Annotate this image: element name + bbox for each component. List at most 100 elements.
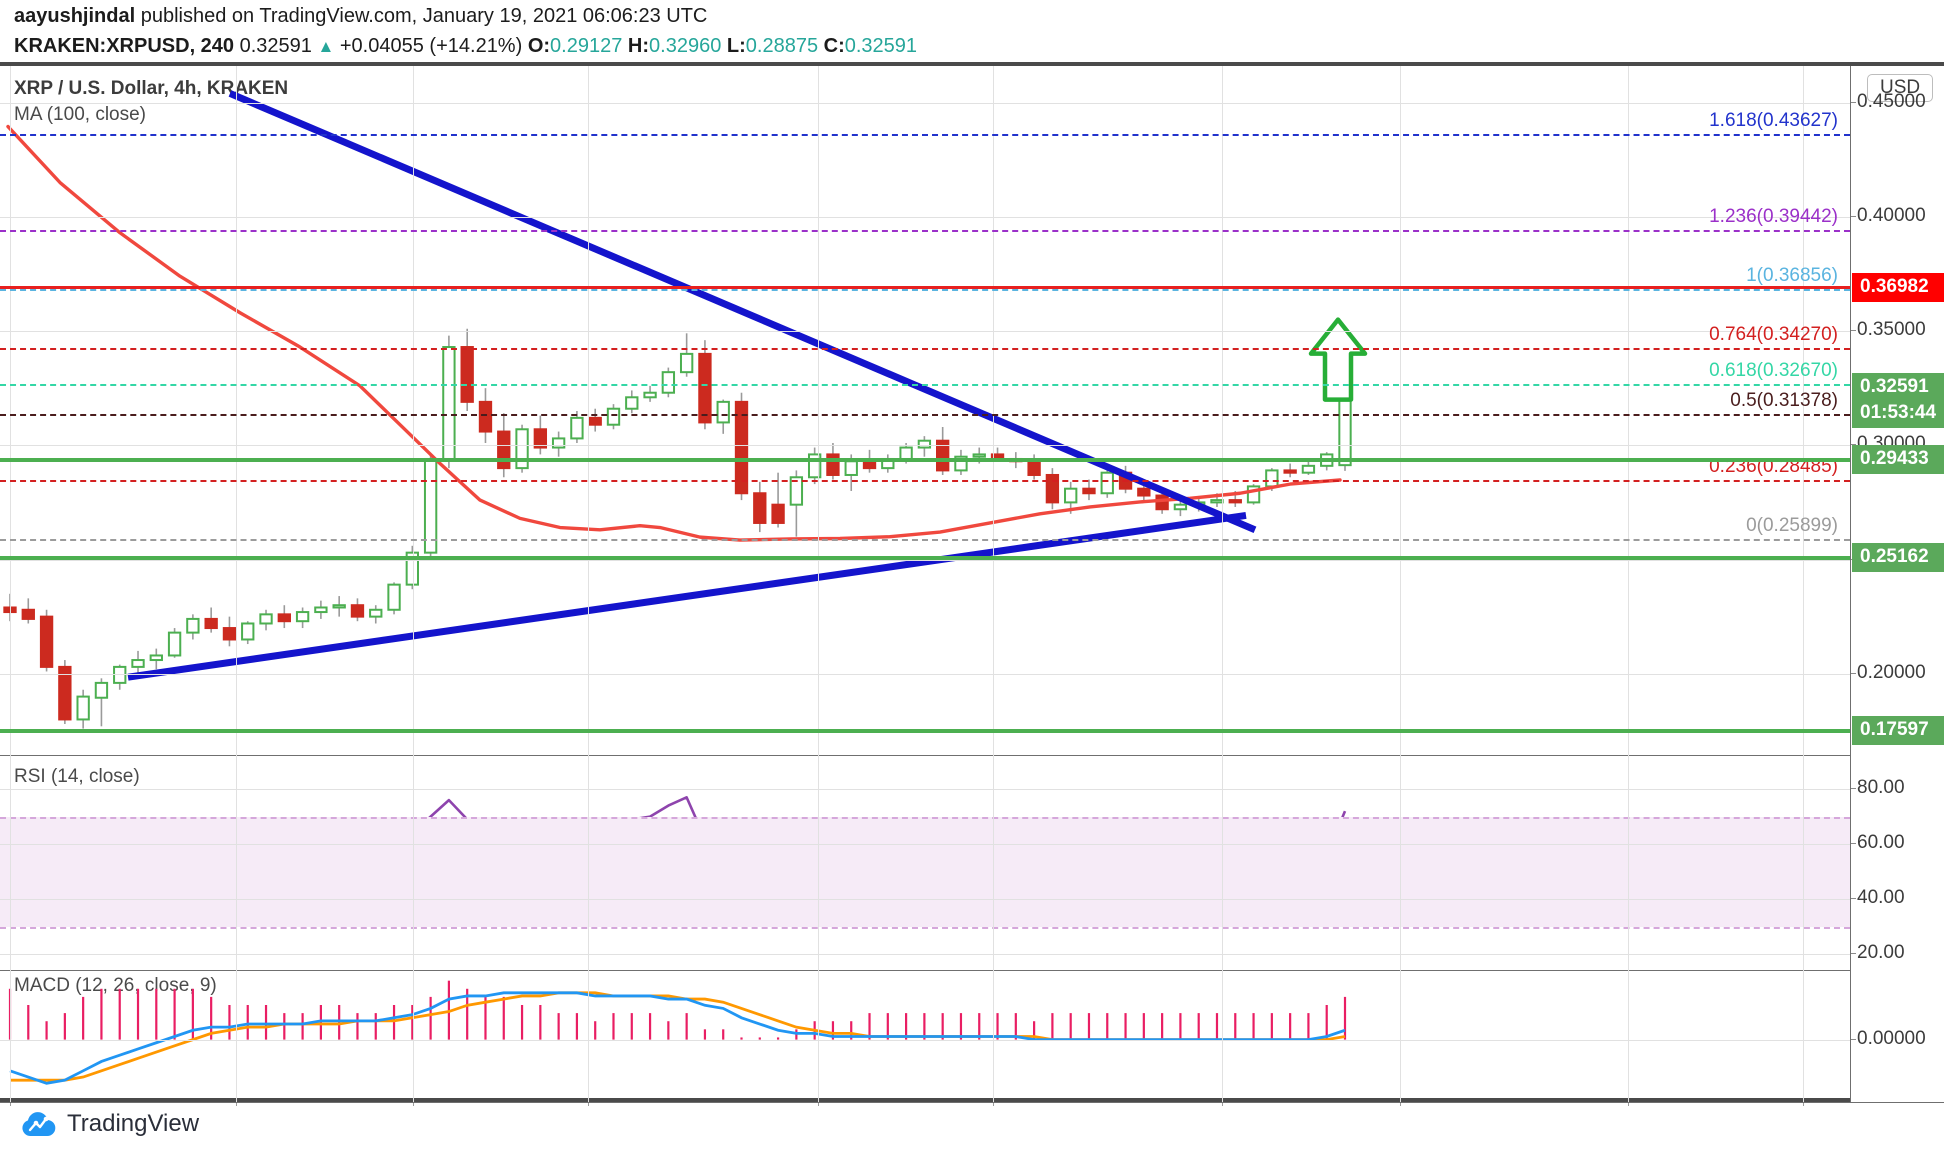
candle-body [94,681,109,699]
price-gridline [0,559,1850,561]
price-pane[interactable]: XRP / U.S. Dollar, 4h, KRAKEN MA (100, c… [0,66,1850,756]
rsi-gridline [0,899,1850,901]
trendline-descending-resistance [228,90,1257,534]
chart-frame[interactable]: XRP / U.S. Dollar, 4h, KRAKEN MA (100, c… [0,62,1944,1130]
rsi-overbought-oversold-band [0,816,1850,927]
horizontal-price-line[interactable] [0,458,1850,463]
fib-level-label: 0(0.25899) [1746,514,1838,536]
change-up-triangle-icon: ▲ [317,37,335,56]
candle-body [716,400,730,424]
candle-body [478,400,493,433]
price-axis-tick: 0.20000 [1851,661,1926,683]
price-axis-tick: 0.40000 [1851,204,1926,226]
currency-pill[interactable]: USD [1867,74,1934,102]
rsi-band-boundary [0,926,1850,929]
candle-body [551,437,566,449]
rsi-band-boundary [0,816,1850,819]
candle-body [186,617,200,634]
macd-pane[interactable]: MACD (12, 26, close, 9) [0,971,1850,1102]
macd-time-gridline [818,971,819,1102]
candle-body [698,352,712,424]
candle-body [753,492,767,524]
price-axis-tag[interactable]: 0.29433 [1852,445,1944,475]
rsi-time-gridline [413,756,414,971]
macd-plot [8,980,1347,1085]
price-axis-tag[interactable]: 0.17597 [1852,715,1944,745]
candle-body [844,460,858,476]
time-gridline [588,66,589,756]
resistance-price-tag[interactable]: 0.36982 [1852,272,1944,302]
time-gridline [10,66,11,756]
publication-meta: published on TradingView.com, January 19… [140,5,708,27]
candle-body [131,659,145,668]
rsi-time-gridline [236,756,237,971]
horizontal-price-line[interactable] [0,285,1850,289]
macd-axis-tick: 0.00000 [1851,1027,1926,1049]
candle-body [222,627,237,641]
rsi-pane[interactable]: RSI (14, close) [0,756,1850,971]
time-gridline [413,66,414,756]
fib-level-line[interactable] [0,384,1850,387]
candle-body [1045,473,1060,504]
candle-body [1155,494,1169,511]
candle-body [39,615,54,668]
macd-time-gridline [1222,971,1223,1102]
candle-body [533,428,548,449]
candle-body [734,400,749,495]
candle-body [771,503,785,524]
price-axis-tag[interactable]: 0.25162 [1852,542,1944,572]
tradingview-logo[interactable]: TradingView [22,1110,199,1138]
open-value: 0.29127 [550,35,623,57]
candle-body [442,346,456,460]
symbol-label[interactable]: KRAKEN:XRPUSD, 240 [14,35,235,57]
candle-body [204,617,218,630]
fib-level-label: 0.618(0.32670) [1709,360,1838,382]
price-gridline [0,445,1850,447]
price-axis-tag[interactable]: 0.32591 [1852,373,1944,403]
price-gridline [0,216,1850,218]
last-price: 0.32591 [239,35,312,57]
fib-level-line[interactable] [0,229,1850,232]
candle-body [954,455,968,472]
candle-body [936,439,950,472]
macd-time-gridline [413,971,414,1102]
candle-body [1064,487,1078,504]
rsi-gridline [0,789,1850,791]
open-key: O: [527,35,551,57]
time-gridline [993,66,994,756]
rsi-gridline [0,954,1850,956]
ticker-legend: KRAKEN:XRPUSD, 240 0.32591 ▲ +0.04055 (+… [14,35,917,58]
moving-average-line [6,124,1342,542]
ma-legend: MA (100, close) [14,104,146,125]
time-gridline [1400,66,1401,756]
fib-level-line[interactable] [0,413,1850,416]
price-pane-title: XRP / U.S. Dollar, 4h, KRAKEN [14,78,289,99]
fib-level-line[interactable] [0,133,1850,136]
price-axis-tag[interactable]: 01:53:44 [1852,399,1944,429]
fib-level-line[interactable] [0,479,1850,482]
candle-body [1228,499,1242,504]
price-axis-tick: 0.35000 [1851,319,1926,341]
horizontal-price-line[interactable] [0,555,1850,560]
candle-body [350,604,365,618]
macd-legend: MACD (12, 26, close, 9) [14,975,217,996]
candle-body [113,665,127,684]
fib-level-line[interactable] [0,288,1850,291]
horizontal-price-line[interactable] [0,728,1850,733]
rsi-time-gridline [588,756,589,971]
candle-body [1265,469,1279,488]
rsi-time-gridline [1628,756,1629,971]
change-absolute: +0.04055 [339,35,424,57]
candle-body [862,460,877,470]
candle-body [1082,487,1096,495]
fib-level-label: 1.618(0.43627) [1709,109,1838,131]
rsi-time-gridline [1222,756,1223,971]
fib-level-line[interactable] [0,347,1850,350]
candle-body [661,371,676,394]
candle-body [515,428,529,470]
candle-body [314,606,328,614]
fib-level-line[interactable] [0,538,1850,541]
fib-level-label: 1(0.36856) [1746,264,1838,286]
price-axis[interactable]: USD 0.450000.400000.350000.300000.250000… [1850,66,1944,1102]
candle-body [972,453,986,458]
